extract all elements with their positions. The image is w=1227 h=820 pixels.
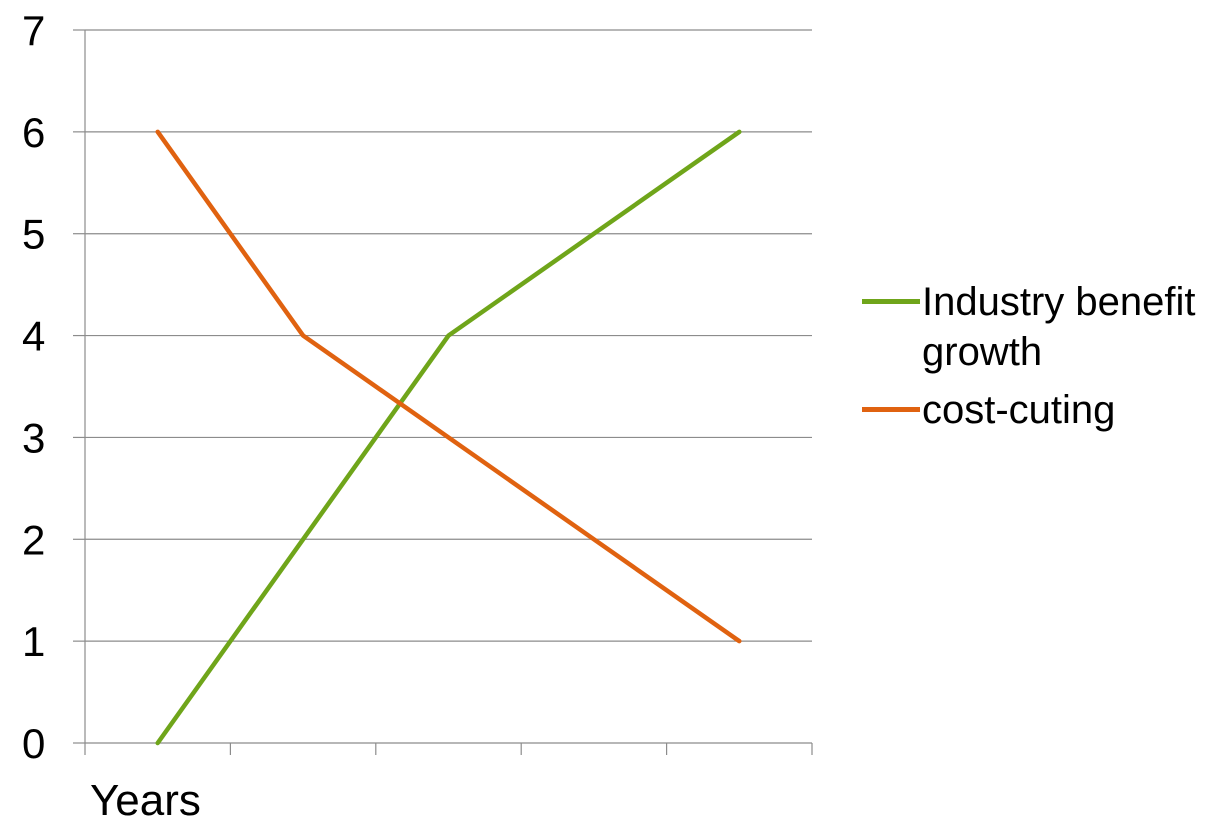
y-tick-label: 1	[22, 618, 45, 665]
legend-item-industry-benefit-growth: Industry benefit growth	[862, 277, 1222, 377]
y-tick-label: 4	[22, 313, 45, 360]
legend-label: Industry benefit growth	[922, 280, 1196, 374]
legend-swatch-green	[862, 299, 920, 304]
y-tick-label: 0	[22, 720, 45, 767]
legend-label: cost-cuting	[922, 388, 1116, 432]
y-tick-label: 3	[22, 414, 45, 461]
series-lines	[155, 129, 742, 746]
x-axis-label: Years	[90, 776, 201, 820]
y-tick-label: 5	[22, 211, 45, 258]
legend-swatch-orange	[862, 407, 920, 412]
y-tick-labels: 0 1 2 3 4 5 6 7	[22, 7, 45, 767]
y-tick-label: 7	[22, 7, 45, 54]
legend: Industry benefit growth cost-cuting	[862, 277, 1222, 443]
axes	[73, 29, 813, 755]
series-line-1	[155, 129, 742, 644]
y-tick-label: 6	[22, 109, 45, 156]
legend-item-cost-cuting: cost-cuting	[862, 385, 1222, 435]
y-tick-label: 2	[22, 516, 45, 563]
